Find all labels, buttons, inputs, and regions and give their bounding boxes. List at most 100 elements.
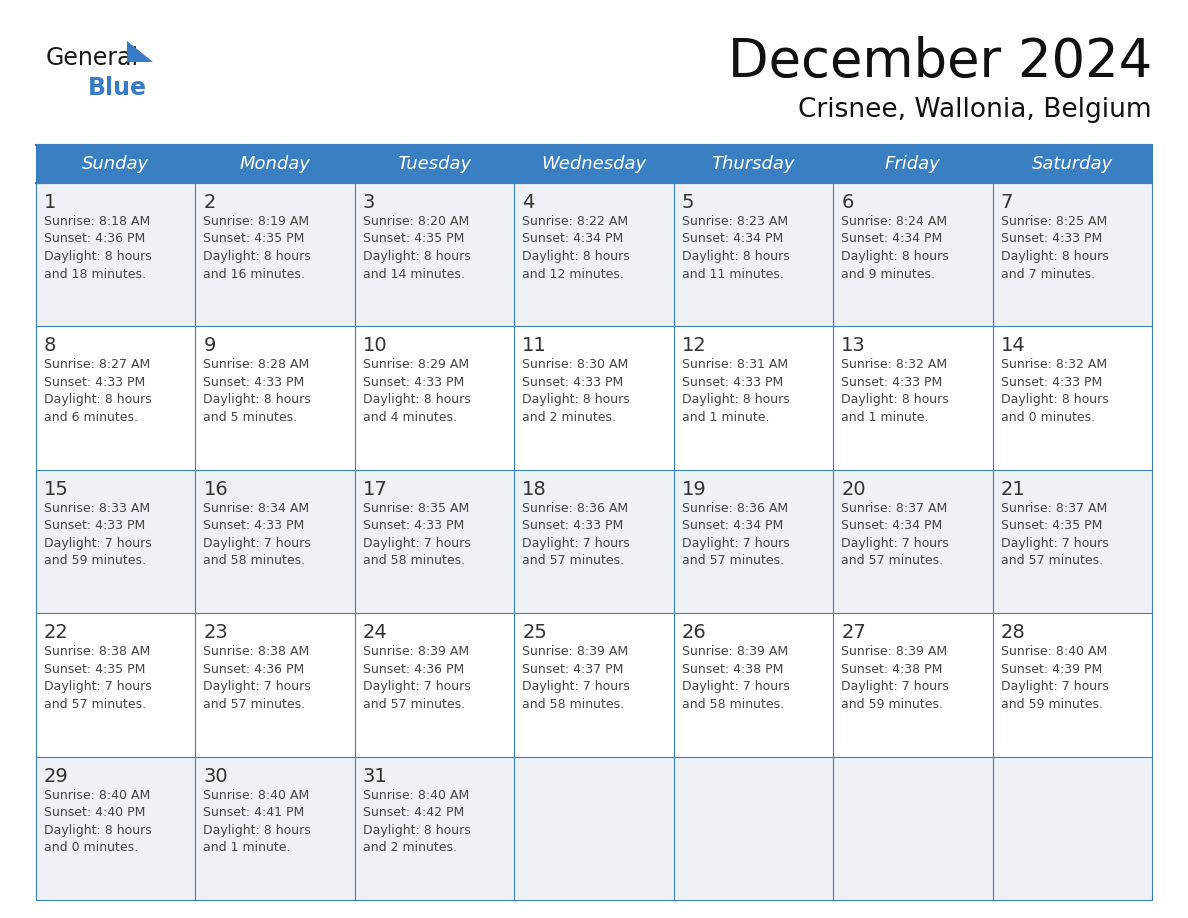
- Text: Sunset: 4:34 PM: Sunset: 4:34 PM: [523, 232, 624, 245]
- Text: and 7 minutes.: and 7 minutes.: [1000, 267, 1094, 281]
- Text: and 57 minutes.: and 57 minutes.: [841, 554, 943, 567]
- Text: Daylight: 8 hours: Daylight: 8 hours: [203, 250, 311, 263]
- Text: Daylight: 8 hours: Daylight: 8 hours: [203, 823, 311, 836]
- Text: Sunset: 4:34 PM: Sunset: 4:34 PM: [841, 232, 942, 245]
- Text: Sunset: 4:33 PM: Sunset: 4:33 PM: [523, 375, 624, 389]
- Text: and 57 minutes.: and 57 minutes.: [523, 554, 625, 567]
- Text: and 1 minute.: and 1 minute.: [203, 841, 291, 854]
- Text: Sunset: 4:33 PM: Sunset: 4:33 PM: [1000, 375, 1101, 389]
- Text: 25: 25: [523, 623, 548, 643]
- Text: Sunday: Sunday: [82, 155, 150, 173]
- Text: Sunrise: 8:18 AM: Sunrise: 8:18 AM: [44, 215, 150, 228]
- Text: Blue: Blue: [88, 76, 147, 100]
- Text: Sunrise: 8:23 AM: Sunrise: 8:23 AM: [682, 215, 788, 228]
- Text: 30: 30: [203, 767, 228, 786]
- Text: Sunset: 4:33 PM: Sunset: 4:33 PM: [523, 520, 624, 532]
- Text: Daylight: 8 hours: Daylight: 8 hours: [203, 394, 311, 407]
- Text: Sunset: 4:38 PM: Sunset: 4:38 PM: [841, 663, 942, 676]
- Text: Sunrise: 8:30 AM: Sunrise: 8:30 AM: [523, 358, 628, 372]
- Text: Monday: Monday: [240, 155, 310, 173]
- Text: Sunset: 4:38 PM: Sunset: 4:38 PM: [682, 663, 783, 676]
- Text: and 57 minutes.: and 57 minutes.: [203, 698, 305, 711]
- Text: 10: 10: [362, 336, 387, 355]
- Text: Friday: Friday: [885, 155, 941, 173]
- Text: 9: 9: [203, 336, 216, 355]
- Bar: [36, 613, 1152, 756]
- Text: 11: 11: [523, 336, 546, 355]
- Text: Thursday: Thursday: [712, 155, 795, 173]
- Polygon shape: [127, 41, 153, 62]
- Text: Daylight: 8 hours: Daylight: 8 hours: [362, 394, 470, 407]
- Text: 28: 28: [1000, 623, 1025, 643]
- Text: Sunset: 4:34 PM: Sunset: 4:34 PM: [682, 520, 783, 532]
- Text: Daylight: 7 hours: Daylight: 7 hours: [841, 680, 949, 693]
- Text: Sunset: 4:33 PM: Sunset: 4:33 PM: [362, 520, 465, 532]
- Text: 3: 3: [362, 193, 375, 212]
- Text: Daylight: 8 hours: Daylight: 8 hours: [682, 394, 790, 407]
- Text: Sunset: 4:36 PM: Sunset: 4:36 PM: [44, 232, 145, 245]
- Text: 19: 19: [682, 480, 707, 498]
- Text: Sunset: 4:33 PM: Sunset: 4:33 PM: [44, 375, 145, 389]
- Text: Sunset: 4:33 PM: Sunset: 4:33 PM: [203, 375, 304, 389]
- Text: and 59 minutes.: and 59 minutes.: [1000, 698, 1102, 711]
- Text: Sunset: 4:33 PM: Sunset: 4:33 PM: [44, 520, 145, 532]
- Text: Sunrise: 8:32 AM: Sunrise: 8:32 AM: [841, 358, 947, 372]
- Text: Sunrise: 8:39 AM: Sunrise: 8:39 AM: [523, 645, 628, 658]
- Text: Wednesday: Wednesday: [542, 155, 646, 173]
- Text: and 0 minutes.: and 0 minutes.: [44, 841, 138, 854]
- Text: Sunset: 4:41 PM: Sunset: 4:41 PM: [203, 806, 304, 819]
- Text: Daylight: 8 hours: Daylight: 8 hours: [523, 394, 630, 407]
- Text: Daylight: 8 hours: Daylight: 8 hours: [841, 394, 949, 407]
- Text: and 58 minutes.: and 58 minutes.: [203, 554, 305, 567]
- Text: Sunset: 4:40 PM: Sunset: 4:40 PM: [44, 806, 145, 819]
- Text: Daylight: 7 hours: Daylight: 7 hours: [1000, 537, 1108, 550]
- Text: Sunset: 4:35 PM: Sunset: 4:35 PM: [362, 232, 465, 245]
- Text: Daylight: 7 hours: Daylight: 7 hours: [362, 680, 470, 693]
- Text: General: General: [46, 46, 139, 70]
- Text: 15: 15: [44, 480, 69, 498]
- Text: Crisnee, Wallonia, Belgium: Crisnee, Wallonia, Belgium: [798, 97, 1152, 123]
- Text: Daylight: 8 hours: Daylight: 8 hours: [44, 394, 152, 407]
- Text: Sunrise: 8:39 AM: Sunrise: 8:39 AM: [841, 645, 947, 658]
- Text: Sunrise: 8:33 AM: Sunrise: 8:33 AM: [44, 502, 150, 515]
- Text: Sunset: 4:33 PM: Sunset: 4:33 PM: [362, 375, 465, 389]
- Text: and 11 minutes.: and 11 minutes.: [682, 267, 784, 281]
- Text: Sunrise: 8:24 AM: Sunrise: 8:24 AM: [841, 215, 947, 228]
- Text: Saturday: Saturday: [1031, 155, 1113, 173]
- Text: Sunrise: 8:36 AM: Sunrise: 8:36 AM: [523, 502, 628, 515]
- Text: Sunrise: 8:22 AM: Sunrise: 8:22 AM: [523, 215, 628, 228]
- Bar: [36, 183, 1152, 327]
- Text: Sunrise: 8:40 AM: Sunrise: 8:40 AM: [362, 789, 469, 801]
- Text: December 2024: December 2024: [728, 36, 1152, 88]
- Text: and 59 minutes.: and 59 minutes.: [44, 554, 146, 567]
- Text: Sunrise: 8:20 AM: Sunrise: 8:20 AM: [362, 215, 469, 228]
- Bar: [36, 756, 1152, 900]
- Text: and 58 minutes.: and 58 minutes.: [362, 554, 465, 567]
- Text: 27: 27: [841, 623, 866, 643]
- Text: and 4 minutes.: and 4 minutes.: [362, 411, 457, 424]
- Text: Sunrise: 8:37 AM: Sunrise: 8:37 AM: [1000, 502, 1107, 515]
- Text: Daylight: 8 hours: Daylight: 8 hours: [44, 823, 152, 836]
- Text: Daylight: 7 hours: Daylight: 7 hours: [44, 537, 152, 550]
- Text: Sunrise: 8:29 AM: Sunrise: 8:29 AM: [362, 358, 469, 372]
- Text: Sunset: 4:35 PM: Sunset: 4:35 PM: [44, 663, 145, 676]
- Text: and 16 minutes.: and 16 minutes.: [203, 267, 305, 281]
- Text: and 14 minutes.: and 14 minutes.: [362, 267, 465, 281]
- Text: and 2 minutes.: and 2 minutes.: [362, 841, 457, 854]
- Text: Sunrise: 8:28 AM: Sunrise: 8:28 AM: [203, 358, 310, 372]
- Text: Daylight: 7 hours: Daylight: 7 hours: [1000, 680, 1108, 693]
- Text: Sunrise: 8:19 AM: Sunrise: 8:19 AM: [203, 215, 310, 228]
- Text: and 12 minutes.: and 12 minutes.: [523, 267, 624, 281]
- Text: 22: 22: [44, 623, 69, 643]
- Text: Daylight: 7 hours: Daylight: 7 hours: [523, 680, 630, 693]
- Text: 31: 31: [362, 767, 387, 786]
- Text: Daylight: 7 hours: Daylight: 7 hours: [682, 537, 790, 550]
- Text: Sunset: 4:36 PM: Sunset: 4:36 PM: [203, 663, 304, 676]
- Text: 18: 18: [523, 480, 546, 498]
- Text: Sunset: 4:35 PM: Sunset: 4:35 PM: [1000, 520, 1102, 532]
- Text: Sunrise: 8:27 AM: Sunrise: 8:27 AM: [44, 358, 150, 372]
- Text: Sunset: 4:33 PM: Sunset: 4:33 PM: [1000, 232, 1101, 245]
- Text: 21: 21: [1000, 480, 1025, 498]
- Text: Sunrise: 8:36 AM: Sunrise: 8:36 AM: [682, 502, 788, 515]
- Text: and 57 minutes.: and 57 minutes.: [44, 698, 146, 711]
